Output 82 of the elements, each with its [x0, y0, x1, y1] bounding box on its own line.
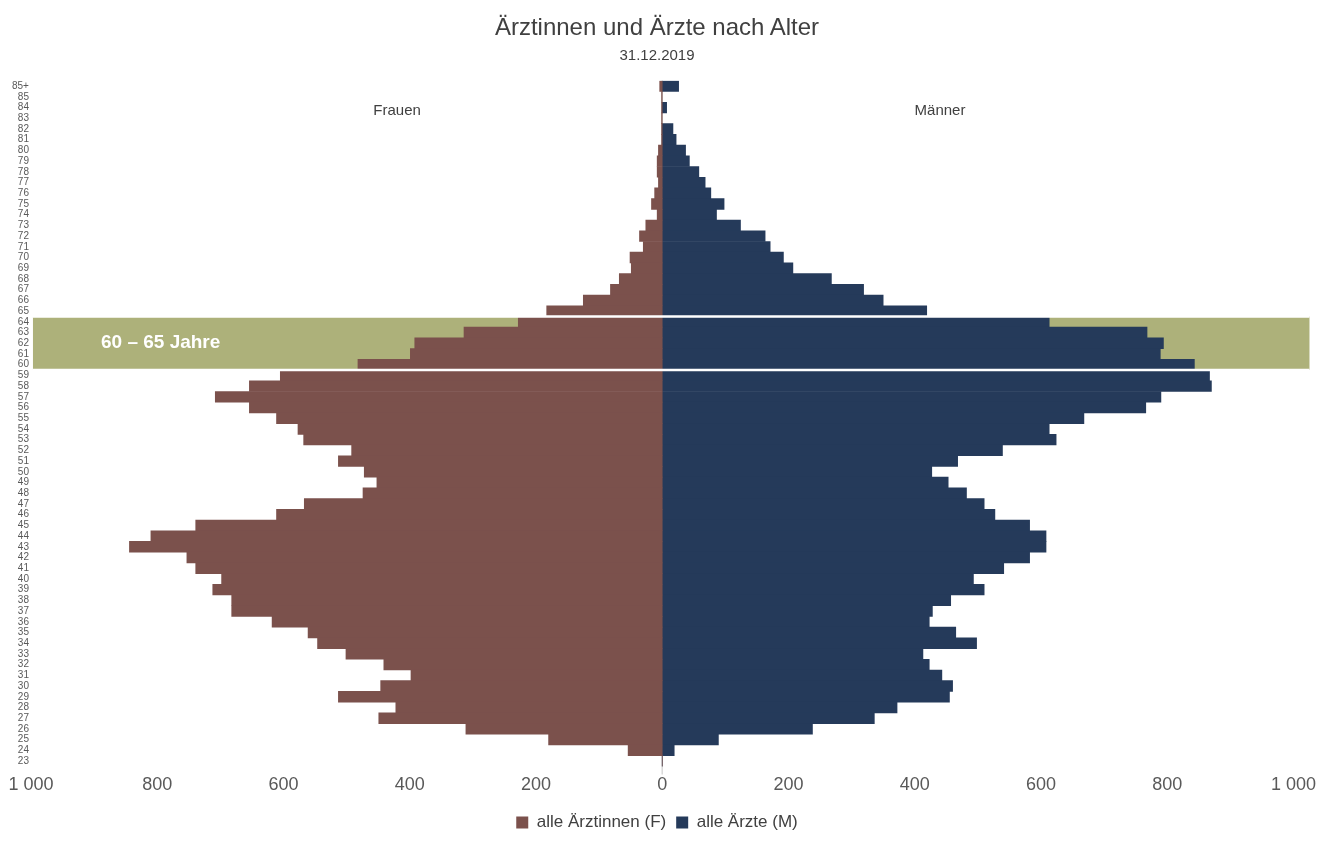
x-tick-label: 600 — [1025, 774, 1056, 795]
y-tick-label: 23 — [17, 754, 30, 766]
y-tick-label: 25 — [17, 733, 30, 745]
y-tick-label: 67 — [17, 283, 30, 295]
y-tick-label: 36 — [17, 615, 30, 627]
y-tick-label: 59 — [17, 369, 30, 381]
x-tick-label: 600 — [268, 774, 299, 795]
y-tick-label: 42 — [17, 551, 30, 563]
y-tick-label: 46 — [17, 508, 30, 520]
y-tick-label: 73 — [17, 219, 30, 231]
y-tick-label: 80 — [17, 144, 30, 156]
y-tick-label: 85 — [17, 90, 30, 102]
y-tick-label: 64 — [17, 315, 30, 327]
y-tick-label: 28 — [17, 701, 30, 713]
y-tick-label: 56 — [17, 401, 30, 413]
y-tick-label: 48 — [17, 486, 30, 498]
y-tick-label: 43 — [17, 540, 30, 552]
y-tick-label: 76 — [17, 187, 30, 199]
y-tick-label: 38 — [17, 594, 30, 606]
y-tick-label: 58 — [17, 379, 30, 391]
legend-label: alle Ärztinnen (F) — [536, 812, 667, 832]
x-tick-label: 800 — [142, 774, 173, 795]
y-tick-label: 54 — [17, 422, 30, 434]
y-tick-label: 49 — [17, 476, 30, 488]
y-tick-label: 31 — [17, 669, 30, 681]
x-tick-label: 400 — [394, 774, 425, 795]
x-tick-label: 1 000 — [8, 774, 54, 795]
x-tick-label: 200 — [773, 774, 804, 795]
y-tick-label: 72 — [17, 229, 30, 241]
y-tick-label: 77 — [17, 176, 30, 188]
y-tick-label: 51 — [17, 454, 30, 466]
y-tick-label: 40 — [17, 572, 30, 584]
y-tick-label: 30 — [17, 679, 30, 691]
y-tick-label: 81 — [17, 133, 30, 145]
x-tick-label: 0 — [657, 774, 668, 795]
y-tick-label: 65 — [17, 304, 30, 316]
y-tick-label: 70 — [17, 251, 30, 263]
y-tick-label: 39 — [17, 583, 30, 595]
y-tick-label: 32 — [17, 658, 30, 670]
y-tick-label: 69 — [17, 262, 30, 274]
x-tick-label: 800 — [1152, 774, 1183, 795]
y-tick-label: 68 — [17, 272, 30, 284]
y-tick-label: 26 — [17, 722, 30, 734]
y-tick-label: 84 — [17, 101, 30, 113]
y-tick-label: 82 — [17, 122, 30, 134]
y-tick-label: 47 — [17, 497, 30, 509]
annotation: Männer — [914, 100, 966, 118]
y-tick-label: 45 — [17, 519, 30, 531]
y-tick-label: 62 — [17, 337, 30, 349]
y-tick-label: 29 — [17, 690, 30, 702]
y-tick-label: 34 — [17, 636, 30, 648]
annotation: Frauen — [373, 100, 421, 118]
y-tick-label: 35 — [17, 626, 30, 638]
chart-subtitle: 31.12.2019 — [619, 45, 695, 63]
y-tick-label: 37 — [17, 604, 30, 616]
y-tick-label: 41 — [17, 561, 30, 573]
band-label: 60 – 65 Jahre — [100, 331, 221, 353]
y-tick-label: 53 — [17, 433, 30, 445]
y-tick-label: 27 — [17, 711, 30, 723]
y-tick-label: 60 — [17, 358, 30, 370]
y-tick-label: 63 — [17, 326, 30, 338]
x-tick-label: 1 000 — [1270, 774, 1316, 795]
y-tick-label: 85+ — [11, 79, 30, 91]
y-tick-label: 61 — [17, 347, 30, 359]
y-tick-label: 52 — [17, 444, 30, 456]
legend-label: alle Ärzte (M) — [696, 812, 798, 832]
chart-title: Ärztinnen und Ärzte nach Alter — [494, 13, 820, 41]
y-tick-label: 55 — [17, 411, 30, 423]
y-tick-label: 24 — [17, 744, 30, 756]
y-tick-label: 57 — [17, 390, 30, 402]
y-tick-label: 66 — [17, 294, 30, 306]
y-tick-label: 78 — [17, 165, 30, 177]
y-tick-label: 74 — [17, 208, 30, 220]
y-tick-label: 75 — [17, 197, 30, 209]
y-tick-label: 71 — [17, 240, 30, 252]
x-tick-label: 400 — [899, 774, 930, 795]
y-tick-label: 83 — [17, 112, 30, 124]
y-tick-label: 33 — [17, 647, 30, 659]
x-tick-label: 200 — [520, 774, 551, 795]
y-tick-label: 79 — [17, 154, 30, 166]
y-tick-label: 44 — [17, 529, 30, 541]
y-tick-label: 50 — [17, 465, 30, 477]
